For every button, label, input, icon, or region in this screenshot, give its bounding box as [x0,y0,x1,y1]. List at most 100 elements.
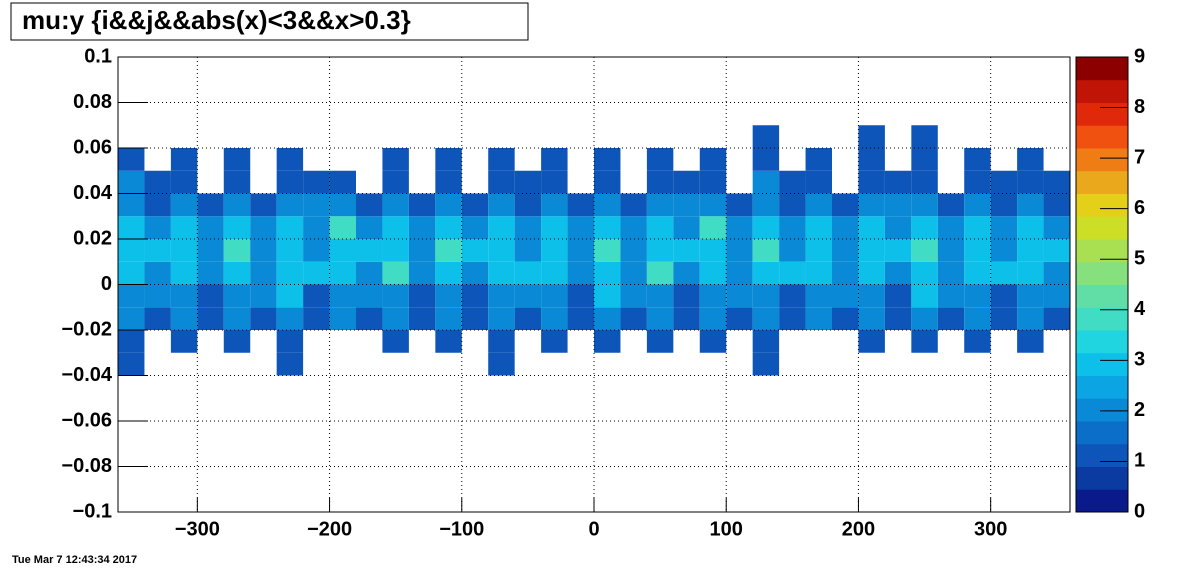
heat-cell [462,353,488,376]
heat-cell [330,489,356,512]
heat-cell [753,80,779,103]
heat-cell [515,376,541,399]
heat-cell [356,171,382,194]
heat-cell [647,57,673,80]
heat-cell [435,216,462,239]
heat-cell [1017,398,1043,421]
heat-cell [488,444,514,467]
heat-cell [779,216,806,239]
heat-cell [858,216,885,239]
palette-swatch [1076,216,1128,240]
heat-cell [832,125,858,148]
heat-cell [911,398,937,421]
heat-cell [1044,376,1070,399]
heat-cell [752,216,780,239]
heat-cell [938,171,964,194]
heat-cell [356,239,383,262]
heat-cell [144,216,171,239]
heat-cell [515,421,541,444]
palette-swatch [1076,443,1128,467]
heat-cell [779,353,805,376]
heat-cell [224,103,250,126]
heat-cell [197,57,223,80]
heat-cell [594,148,621,171]
heat-cell [488,103,514,126]
heat-cell [514,261,542,285]
heat-cell [1044,330,1070,353]
heat-cell [382,330,409,353]
heat-cell [541,376,567,399]
heat-cell [620,239,647,262]
heat-cell [752,170,780,194]
heat-cell [118,421,144,444]
heat-cell [594,216,621,239]
y-tick-label: −0.02 [61,318,112,340]
y-tick-label: 0 [101,273,112,295]
heat-cell [806,467,832,490]
heat-cell [356,467,382,490]
heat-cell [646,148,674,171]
heat-cell [911,125,938,148]
z-tick-label: 6 [1134,197,1145,219]
x-tick-label: −300 [175,518,220,540]
heat-cell [779,193,806,217]
palette-swatch [1076,421,1128,445]
heat-cell [118,330,145,353]
heat-cell [329,193,356,217]
heat-cell [329,261,356,285]
heat-cell [911,57,937,80]
palette-swatch [1076,239,1128,263]
heat-cell [171,353,197,376]
heat-cell [515,353,541,376]
heat-cell [726,284,753,308]
heat-cell [858,307,885,330]
heat-cell [594,170,621,194]
heat-cell [1044,467,1070,490]
heat-cell [1044,125,1070,148]
heat-cell [647,125,673,148]
heat-cell [1017,261,1044,285]
palette-swatch [1076,307,1128,331]
heat-cell [832,148,858,171]
heat-cell [224,376,250,399]
heat-cell [991,467,1017,490]
heat-cell [435,376,461,399]
heat-cell [514,193,542,217]
heat-cell [753,103,779,126]
heat-cell [144,170,171,194]
heat-cell [858,398,884,421]
palette-swatch [1076,375,1128,399]
heat-cell [964,148,991,171]
heat-cell [1017,57,1043,80]
heat-cell [1043,284,1070,308]
heat-cell [991,125,1017,148]
heat-cell [170,216,198,239]
heat-cell [568,444,594,467]
heat-cell [568,57,594,80]
heat-cell [620,284,647,308]
heat-cell [356,353,382,376]
heat-cell [462,376,488,399]
heat-cell [462,80,488,103]
heat-cell [303,421,329,444]
heat-cell [885,421,911,444]
heat-cell [144,125,170,148]
heat-cell [223,330,251,353]
heat-cell [726,261,753,285]
heat-cell [329,170,356,194]
heat-cell [991,489,1017,512]
heat-cell [673,125,699,148]
heat-cell [964,307,991,330]
heat-cell [514,284,542,308]
heat-cell [620,261,647,285]
heat-cell [488,307,515,330]
heat-cell [170,170,198,194]
heat-cell [330,80,356,103]
heat-cell [144,193,171,217]
palette-swatch [1076,193,1128,217]
heat-cell [673,216,700,239]
heat-cell [937,261,965,285]
heat-cell [673,307,700,330]
heat-cell [382,57,408,80]
